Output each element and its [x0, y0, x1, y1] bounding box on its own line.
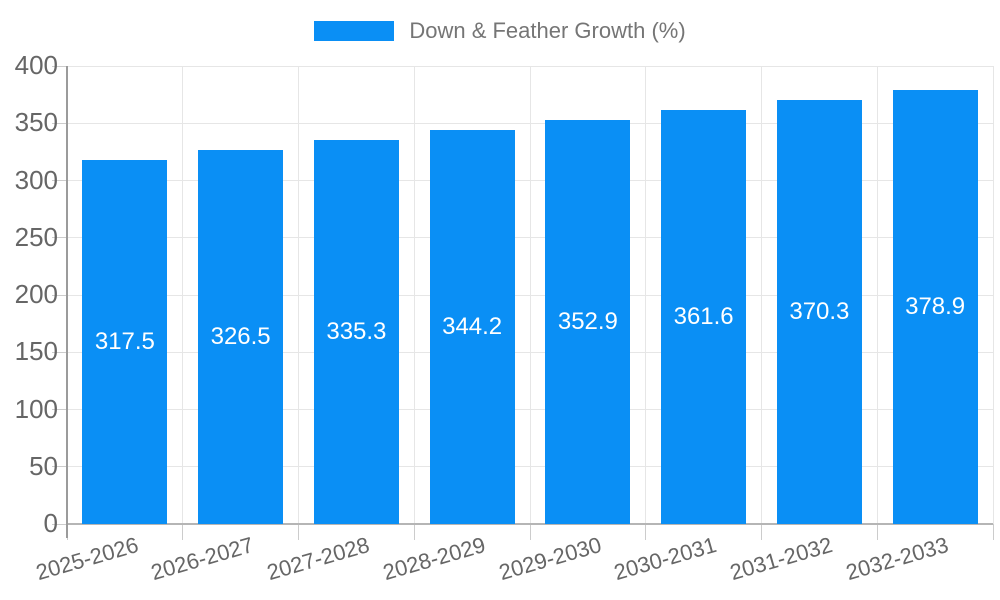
y-axis-tick: [52, 122, 67, 124]
gridline-vertical: [298, 66, 299, 524]
x-tick-label: 2029-2030: [495, 532, 604, 586]
y-tick-label: 200: [14, 278, 58, 309]
legend-label: Down & Feather Growth (%): [409, 18, 686, 43]
x-axis-line: [67, 523, 993, 525]
gridline-vertical: [529, 66, 531, 524]
bar[interactable]: [198, 150, 284, 524]
y-axis-tick: [52, 351, 67, 353]
y-tick-label: 250: [14, 221, 58, 252]
gridline-vertical: [876, 66, 878, 524]
x-tick-label: 2025-2026: [32, 532, 141, 586]
gridline-vertical: [761, 66, 762, 524]
gridline-vertical: [645, 66, 647, 524]
y-axis-tick: [52, 65, 67, 67]
gridline-vertical: [413, 66, 415, 524]
x-axis-tick: [413, 524, 415, 540]
y-tick-label: 50: [29, 450, 58, 481]
y-axis-line: [66, 66, 68, 538]
gridline-vertical: [992, 66, 994, 524]
bar[interactable]: [82, 160, 168, 524]
x-axis-tick: [761, 524, 762, 540]
y-axis-tick: [52, 523, 67, 525]
y-tick-label: 400: [14, 49, 58, 80]
x-axis-tick: [529, 524, 531, 540]
bar-value-label: 370.3: [789, 298, 850, 325]
bar[interactable]: [429, 129, 515, 524]
bar-value-label: 352.9: [557, 307, 618, 335]
x-tick-label: 2028-2029: [379, 532, 489, 586]
bar-value-label: 317.5: [94, 328, 155, 356]
bar[interactable]: [313, 140, 399, 524]
x-axis-tick: [182, 524, 184, 540]
x-axis-tick: [645, 524, 647, 540]
y-axis-tick: [52, 180, 67, 181]
x-tick-label: 2027-2028: [264, 532, 373, 586]
gridline-vertical: [182, 66, 184, 524]
bar[interactable]: [776, 100, 862, 524]
x-tick-label: 2031-2032: [727, 532, 836, 586]
y-tick-label: 350: [14, 107, 58, 138]
bar-value-label: 344.2: [442, 312, 503, 340]
x-axis-tick: [992, 524, 994, 540]
y-axis-tick: [52, 409, 67, 410]
x-axis-tick: [876, 524, 878, 540]
x-tick-label: 2030-2031: [611, 532, 720, 586]
legend-swatch: [314, 21, 395, 41]
bar[interactable]: [545, 119, 631, 524]
y-tick-label: 100: [14, 393, 58, 424]
x-tick-label: 2032-2033: [842, 532, 952, 586]
bar-value-label: 335.3: [326, 318, 387, 346]
y-axis-tick: [52, 237, 67, 239]
bar[interactable]: [661, 109, 747, 524]
y-tick-label: 300: [14, 164, 58, 195]
bar-value-label: 378.9: [905, 293, 966, 321]
y-axis-tick: [52, 294, 67, 296]
y-tick-label: 0: [43, 507, 58, 538]
x-axis-tick: [298, 524, 299, 540]
y-axis-tick: [52, 466, 67, 468]
x-tick-label: 2026-2027: [148, 532, 257, 586]
bar-value-label: 326.5: [210, 323, 271, 351]
legend[interactable]: Down & Feather Growth (%): [0, 19, 1000, 43]
bar[interactable]: [892, 90, 978, 524]
bar-value-label: 361.6: [673, 302, 734, 330]
y-tick-label: 150: [14, 336, 58, 367]
